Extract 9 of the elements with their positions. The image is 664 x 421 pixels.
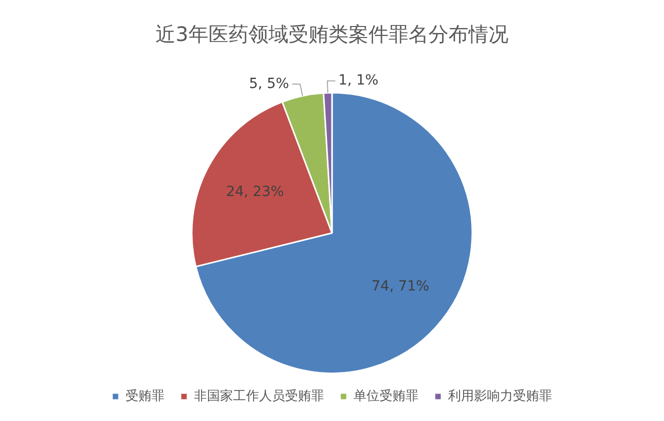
data-label: 74, 71%	[372, 278, 430, 294]
data-label: 24, 23%	[226, 184, 284, 200]
chart-title: 近3年医药领域受贿类案件罪名分布情况	[156, 22, 508, 46]
legend-label: 受贿罪	[126, 388, 164, 404]
data-label: 5, 5%	[249, 76, 290, 92]
legend-label: 利用影响力受贿罪	[448, 388, 552, 404]
data-label: 1, 1%	[338, 72, 378, 88]
legend-label: 单位受贿罪	[354, 388, 418, 404]
legend-label: 非国家工作人员受贿罪	[194, 388, 324, 404]
